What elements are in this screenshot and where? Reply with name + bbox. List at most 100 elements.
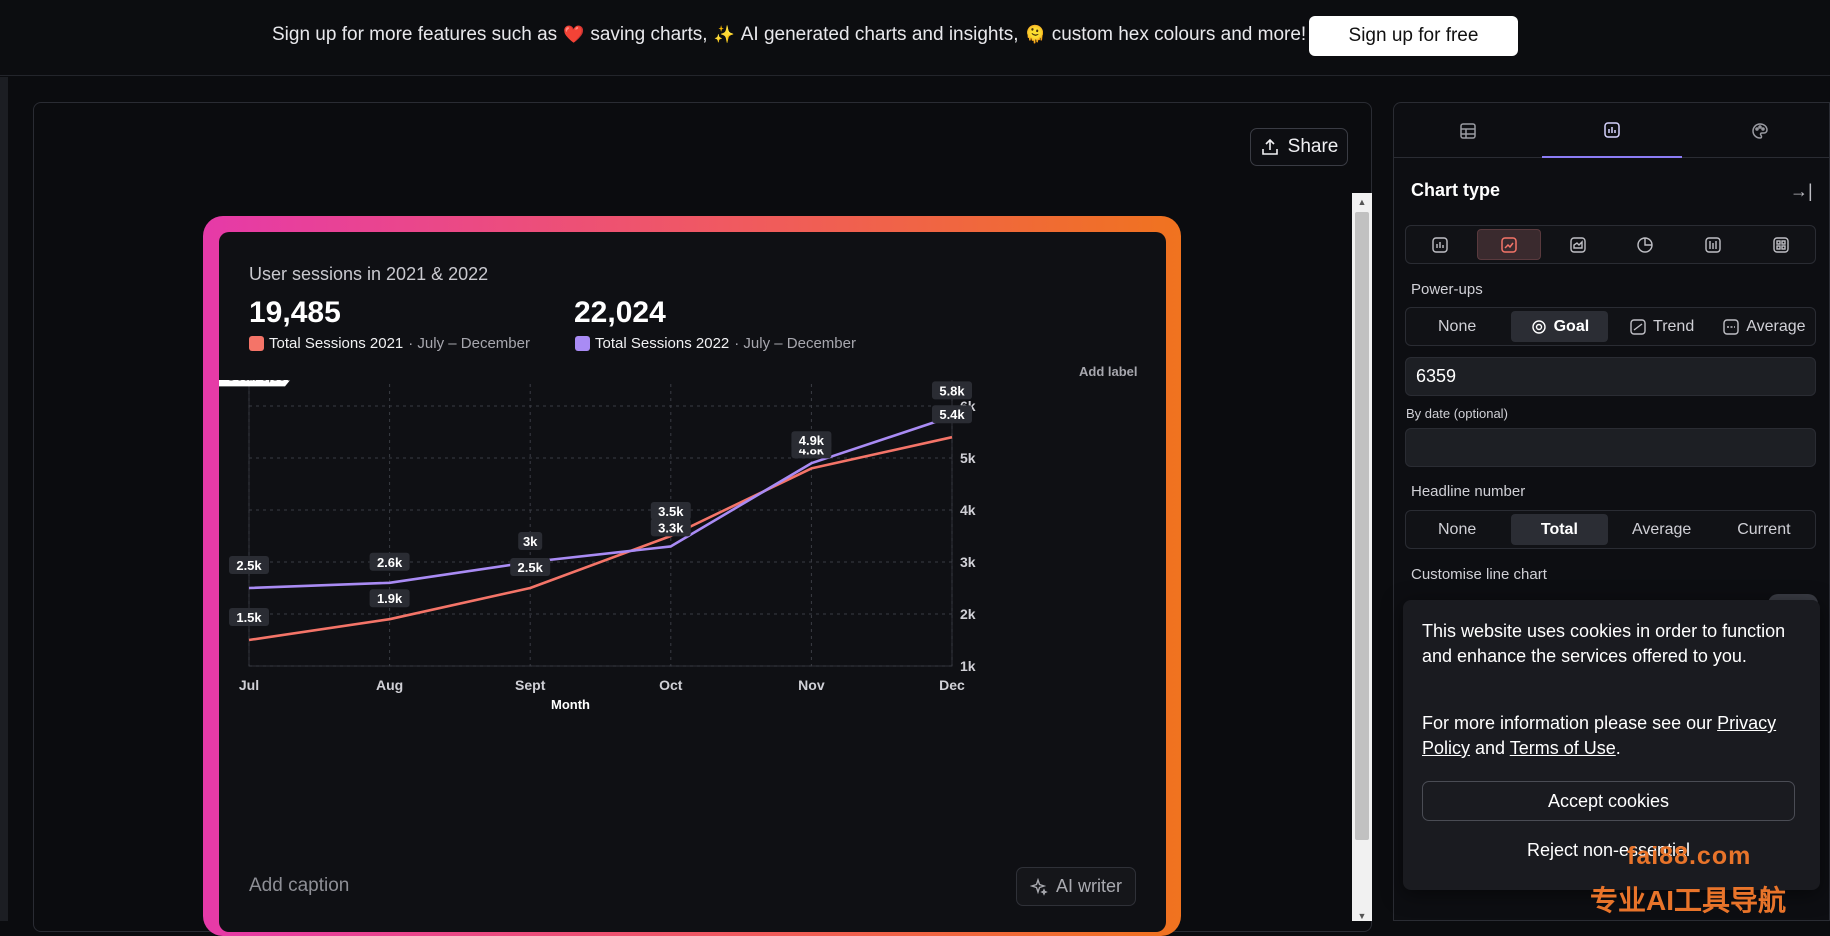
powerups-label: Power-ups — [1411, 281, 1483, 298]
data-label-background — [229, 556, 269, 574]
headline-none[interactable]: None — [1438, 520, 1477, 538]
sparkles-icon: ✨ — [713, 25, 735, 44]
scroll-down-arrow-icon[interactable]: ▼ — [1357, 910, 1367, 921]
powerup-none[interactable]: None — [1409, 311, 1505, 342]
headline-average[interactable]: Average — [1631, 520, 1692, 538]
melting-face-icon: 🫠 — [1024, 25, 1046, 44]
powerup-none-label: None — [1438, 317, 1477, 335]
powerup-average-label: Average — [1746, 317, 1806, 335]
cookie-and: and — [1470, 738, 1510, 758]
goal-marker — [219, 380, 291, 387]
scrollbar-thumb[interactable] — [1355, 212, 1369, 840]
chart-type-line[interactable] — [1476, 229, 1541, 260]
headline-number-2022: 22,024 — [574, 296, 666, 329]
add-caption-field[interactable]: Add caption — [249, 875, 350, 896]
average-icon — [1723, 318, 1739, 335]
chart-type-pie[interactable] — [1614, 229, 1676, 260]
powerup-goal[interactable]: Goal — [1511, 311, 1608, 342]
chart-type-grid[interactable] — [1750, 229, 1812, 260]
chart-type-area[interactable] — [1547, 229, 1609, 260]
tab-data[interactable] — [1398, 103, 1538, 158]
legend-swatch — [575, 336, 590, 351]
data-label-background — [650, 518, 691, 537]
tab-chart[interactable] — [1542, 103, 1682, 158]
line-chart: 1k2k3k4k5k6kJulAugSeptOctNovDecMonthGoal… — [219, 380, 976, 712]
left-gutter — [0, 77, 8, 921]
goal-label: Goal: 6,359 — [226, 380, 293, 383]
chart-title[interactable]: User sessions in 2021 & 2022 — [249, 264, 489, 284]
cookie-period: . — [1615, 738, 1621, 758]
data-label-background — [932, 381, 972, 400]
headline-total[interactable]: Total — [1511, 514, 1608, 545]
powerup-goal-label: Goal — [1553, 317, 1590, 335]
privacy-policy-link[interactable]: Privacy Policy — [1422, 713, 1777, 758]
watermark-domain: fai88.com — [1627, 842, 1752, 870]
x-tick-label: Aug — [376, 677, 403, 693]
data-label-background — [369, 552, 410, 571]
panel-tabs — [1394, 103, 1830, 158]
x-tick-label: Jul — [239, 677, 259, 693]
by-date-input[interactable] — [1405, 428, 1816, 467]
signup-button[interactable]: Sign up for free — [1309, 16, 1518, 56]
reject-cookies-button[interactable]: Reject non-essential — [1526, 839, 1691, 860]
add-label-button[interactable]: Add label — [1079, 364, 1138, 379]
pie-chart-icon — [1637, 236, 1654, 253]
data-label: 4.9k — [799, 433, 825, 448]
legend-2022: Total Sessions 2022 · July – December — [575, 335, 856, 352]
by-date-label: By date (optional) — [1406, 406, 1508, 421]
promo-text-part: saving charts, — [590, 24, 708, 45]
x-tick-label: Dec — [939, 677, 965, 693]
headline-current[interactable]: Current — [1737, 520, 1791, 538]
cookie-message: This website uses cookies in order to fu… — [1422, 621, 1786, 666]
legend-swatch — [249, 336, 264, 351]
y-tick-label: 5k — [960, 450, 976, 466]
y-tick-label: 1k — [960, 658, 976, 674]
chart-icon — [1604, 121, 1620, 138]
data-label-background — [791, 431, 832, 450]
x-tick-label: Sept — [515, 677, 546, 693]
data-label-background — [510, 558, 551, 576]
scroll-up-arrow-icon[interactable]: ▲ — [1357, 197, 1367, 207]
series-line-2021 — [248, 435, 953, 642]
promo-text: Sign up for more features such as ❤️ savin… — [272, 24, 1306, 46]
trend-icon — [1630, 318, 1646, 335]
share-button[interactable]: Share — [1250, 128, 1348, 166]
palette-icon — [1752, 122, 1768, 139]
ai-writer-label: AI writer — [1055, 876, 1122, 896]
headline-number-2021: 19,485 — [249, 296, 341, 329]
data-label-background — [369, 589, 410, 608]
share-label: Share — [1287, 136, 1339, 157]
promo-banner: Sign up for more features such as ❤️ savin… — [0, 0, 1830, 76]
legend-range: · July – December — [734, 335, 856, 352]
grid-chart-icon — [1773, 236, 1789, 253]
accept-cookies-button[interactable]: Accept cookies — [1422, 781, 1795, 821]
customise-line-chart-label: Customise line chart — [1411, 566, 1547, 583]
chart-type-column[interactable] — [1682, 229, 1744, 260]
y-tick-label: 3k — [960, 554, 976, 570]
powerup-average[interactable]: Average — [1716, 311, 1812, 342]
table-icon — [1460, 122, 1476, 139]
data-label-background — [229, 608, 269, 626]
terms-of-use-link[interactable]: Terms of Use — [1509, 738, 1616, 758]
tab-style[interactable] — [1690, 103, 1830, 158]
promo-text-part: AI generated charts and insights, — [740, 24, 1019, 45]
chart-type-bar[interactable] — [1409, 229, 1471, 260]
data-label-background — [650, 502, 691, 520]
heart-icon: ❤️ — [563, 25, 585, 44]
promo-text-part: custom hex colours and more! — [1051, 24, 1307, 45]
powerup-trend[interactable]: Trend — [1614, 311, 1710, 342]
upload-icon — [1261, 138, 1278, 155]
bar-chart-icon — [1432, 236, 1448, 253]
target-icon — [1531, 319, 1546, 334]
cookie-policy-text: For more information please see our Priv… — [1422, 711, 1812, 761]
promo-text-part: Sign up for more features such as — [272, 24, 558, 45]
collapse-panel-icon[interactable]: →| — [1790, 181, 1813, 201]
x-axis-title: Month — [551, 697, 590, 712]
goal-value-input[interactable]: 6359 — [1405, 357, 1816, 396]
x-tick-label: Oct — [659, 677, 683, 693]
headline-number-label: Headline number — [1411, 483, 1526, 500]
ai-writer-button[interactable]: AI writer — [1016, 867, 1136, 906]
data-label: 2.6k — [377, 555, 403, 570]
data-label-background — [932, 405, 972, 424]
data-label-background — [518, 532, 543, 550]
